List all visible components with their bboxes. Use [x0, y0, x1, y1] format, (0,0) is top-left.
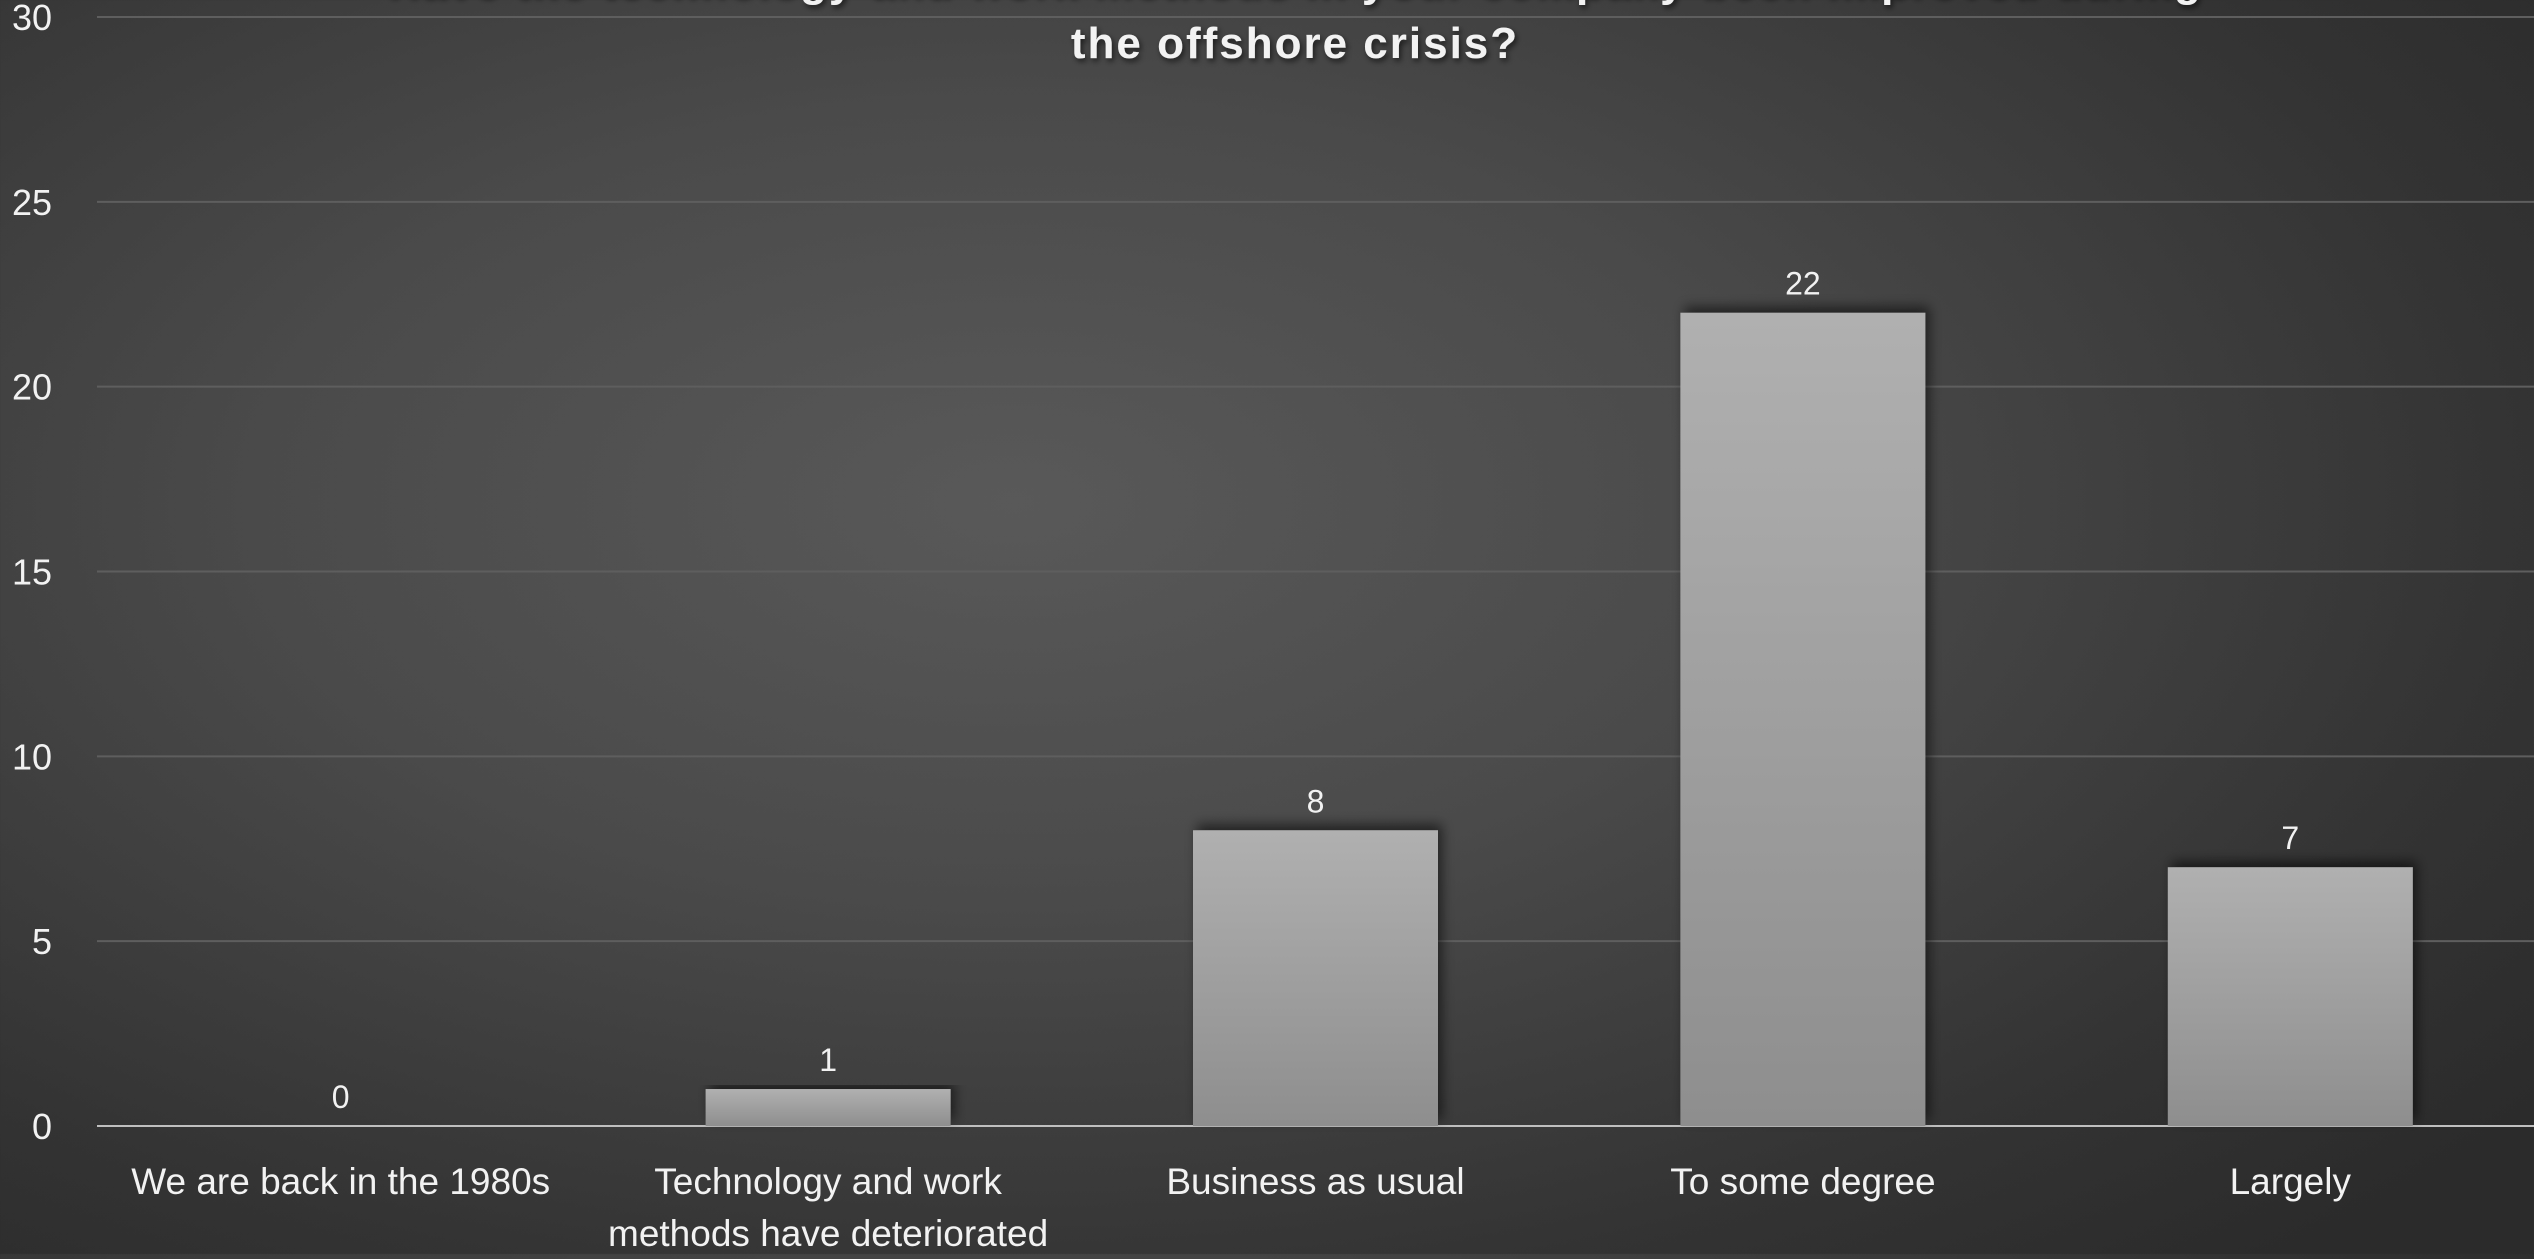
x-tick-label: Business as usual [1166, 1161, 1464, 1202]
x-tick-label: We are back in the 1980s [131, 1161, 550, 1202]
bar [1193, 830, 1438, 1126]
data-labels: 0 1 8 22 7 [332, 266, 2299, 1115]
x-tick-label: Technology and work [654, 1161, 1002, 1202]
bar [1680, 312, 1926, 1126]
gridlines [97, 16, 2534, 1127]
y-tick-label: 15 [12, 552, 52, 593]
y-tick-label: 25 [12, 182, 52, 223]
chart-title-line: Have the technology and work methods in … [387, 0, 2203, 6]
x-tick-label: To some degree [1670, 1161, 1935, 1202]
y-tick-label: 10 [12, 736, 52, 777]
chart-title: Have the technology and work methods in … [387, 0, 2203, 68]
data-label: 8 [1307, 783, 1325, 819]
data-label: 22 [1785, 266, 1821, 302]
y-tick-label: 5 [32, 921, 52, 962]
y-axis-tick-labels: 0 5 10 15 20 25 30 [12, 0, 52, 1147]
y-tick-label: 30 [12, 0, 52, 38]
x-axis-tick-labels: We are back in the 1980s Technology and w… [131, 1161, 2351, 1254]
y-tick-label: 20 [12, 367, 52, 408]
bar [705, 1089, 951, 1126]
x-tick-label: Largely [2230, 1161, 2352, 1202]
x-tick-label: methods have deteriorated [608, 1213, 1048, 1254]
data-label: 7 [2281, 820, 2299, 856]
bar [2167, 867, 2413, 1126]
bars [705, 312, 2413, 1126]
data-label: 0 [332, 1079, 350, 1115]
data-label: 1 [819, 1042, 837, 1078]
chart-title-line: the offshore crisis? [1071, 19, 1519, 68]
y-tick-label: 0 [32, 1106, 52, 1147]
